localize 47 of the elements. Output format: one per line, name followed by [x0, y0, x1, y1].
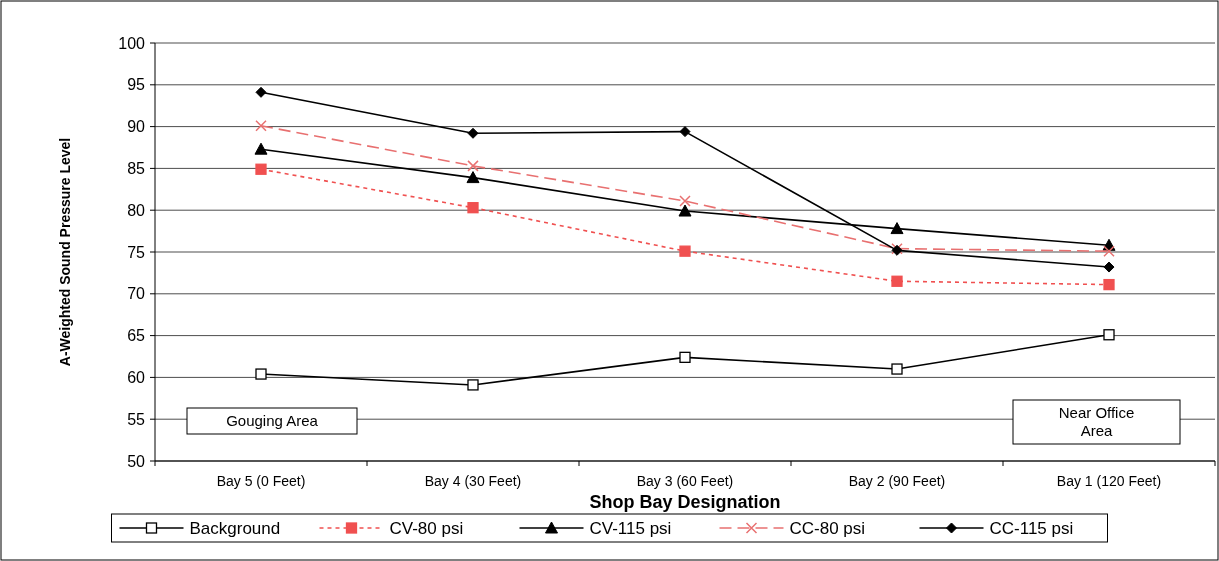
y-tick-label: 80 — [127, 201, 146, 219]
legend-label: CV-80 psi — [389, 518, 464, 538]
point — [255, 163, 267, 175]
y-tick-label: 55 — [127, 410, 146, 428]
point — [255, 120, 267, 132]
point — [467, 202, 479, 214]
point — [679, 245, 691, 257]
y-axis-title: A-Weighted Sound Pressure Level — [57, 137, 73, 367]
point — [679, 351, 691, 363]
x-tick-label: Bay 1 (120 Feet) — [1056, 473, 1162, 489]
point — [255, 86, 267, 98]
point — [679, 195, 691, 207]
point — [679, 126, 691, 138]
legend-label: CC-115 psi — [989, 518, 1074, 538]
legend-label: Background — [189, 518, 281, 538]
x-tick-label: Bay 3 (60 Feet) — [636, 473, 734, 489]
point — [467, 160, 479, 172]
y-tick-label: 65 — [127, 327, 146, 345]
point — [1103, 278, 1115, 291]
legend-label: CC-80 psi — [789, 518, 866, 538]
x-tick-label: Bay 4 (30 Feet) — [424, 473, 522, 489]
point — [678, 204, 692, 217]
y-tick-label: 85 — [127, 160, 146, 177]
point — [467, 379, 479, 391]
point — [891, 363, 903, 375]
x-tick-label: Bay 5 (0 Feet) — [216, 473, 306, 489]
point — [1103, 245, 1115, 257]
y-tick-label: 50 — [127, 452, 146, 470]
y-tick-label: 60 — [127, 369, 146, 386]
y-tick-label: 95 — [127, 76, 146, 94]
x-axis-title: Shop Bay Designation — [589, 492, 781, 512]
y-tick-label: 90 — [127, 118, 146, 136]
annotation: Near Office Area — [1058, 404, 1135, 439]
point — [466, 171, 480, 184]
annotation: Gouging Area — [226, 412, 319, 429]
point — [254, 142, 268, 155]
legend-label: CV-115 psi — [589, 518, 672, 538]
x-tick-label: Bay 2 (90 Feet) — [848, 473, 946, 489]
point — [891, 275, 903, 287]
point — [1103, 329, 1115, 341]
y-tick-label: 75 — [127, 243, 146, 261]
y-tick-label: 100 — [118, 34, 146, 52]
point — [467, 127, 479, 139]
point — [890, 222, 904, 235]
point — [255, 368, 267, 380]
y-tick-label: 70 — [127, 285, 146, 303]
point — [1103, 261, 1115, 273]
